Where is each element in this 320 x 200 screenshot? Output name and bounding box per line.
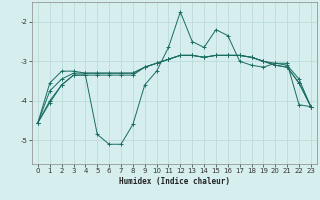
X-axis label: Humidex (Indice chaleur): Humidex (Indice chaleur) bbox=[119, 177, 230, 186]
